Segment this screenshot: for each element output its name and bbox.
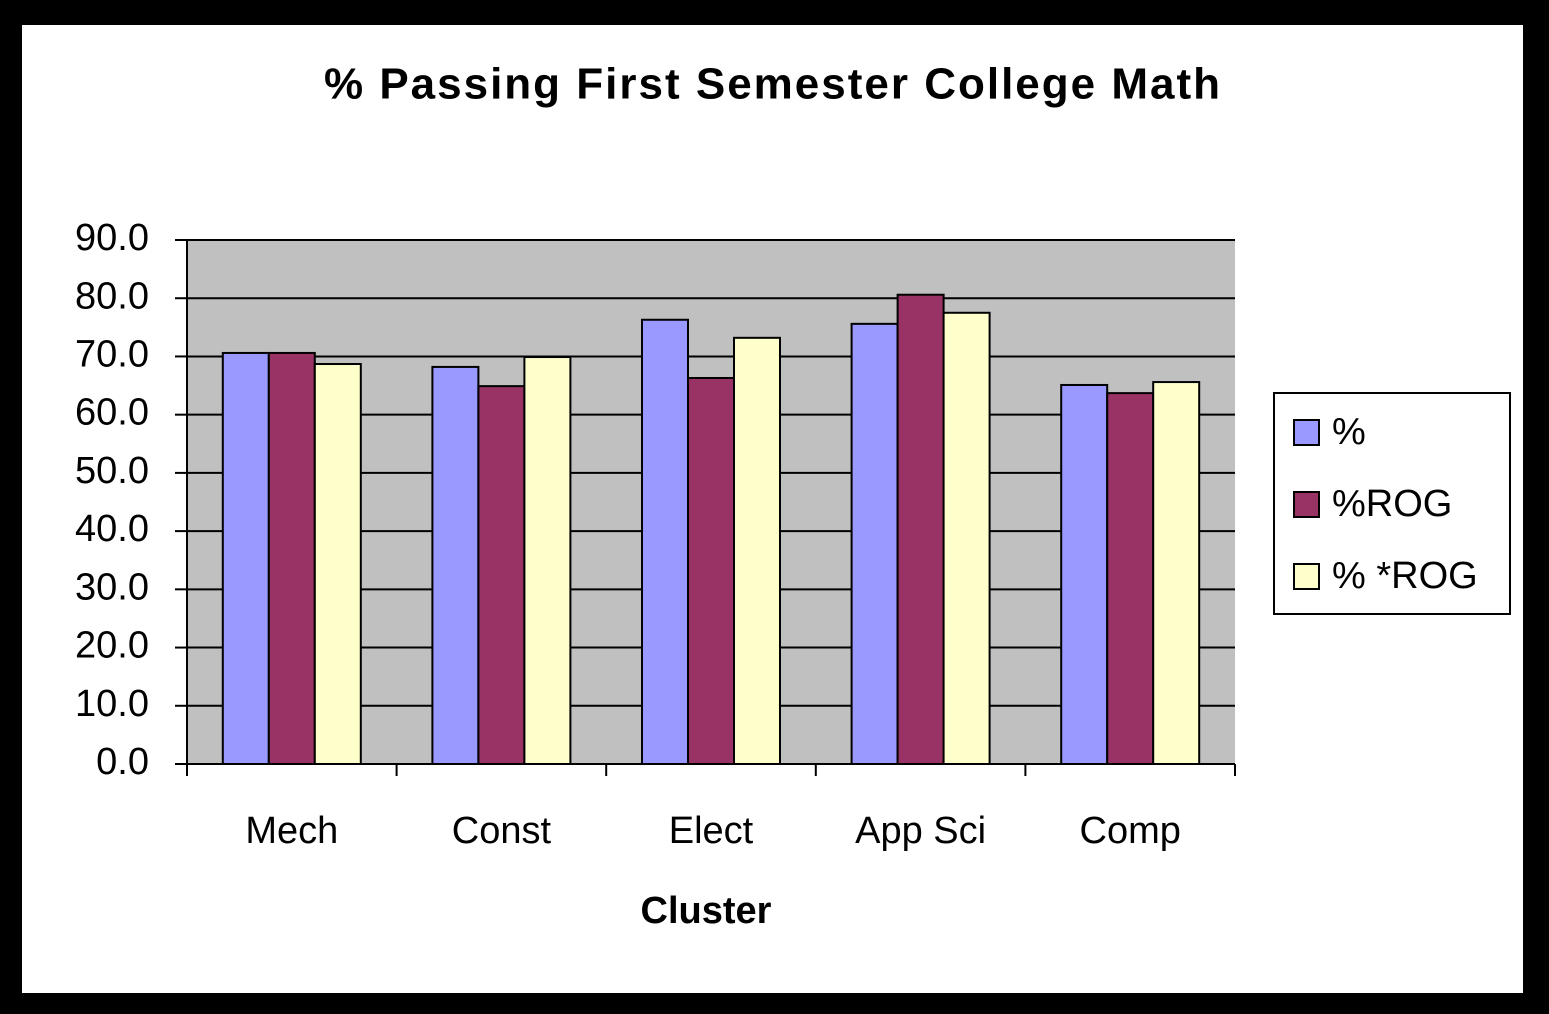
y-tick-label: 80.0	[75, 275, 149, 317]
bar	[850, 322, 899, 765]
chart-title: % Passing First Semester College Math	[324, 60, 1222, 109]
legend-label: % *ROG	[1332, 555, 1478, 597]
y-tick-label: 70.0	[75, 333, 149, 375]
y-tick-label: 20.0	[75, 625, 149, 667]
y-tick-label: 90.0	[75, 217, 149, 259]
bar	[687, 376, 735, 765]
y-tick-label: 60.0	[75, 392, 149, 434]
bar	[896, 293, 945, 765]
y-tick-label: 0.0	[96, 741, 149, 783]
bar	[313, 363, 362, 765]
y-tick-label: 30.0	[75, 566, 149, 608]
bar	[1152, 381, 1201, 765]
bar	[431, 365, 480, 765]
bar	[1106, 392, 1155, 765]
legend-swatch	[1293, 563, 1320, 590]
y-tick-label: 50.0	[75, 450, 149, 492]
y-tick-label: 10.0	[75, 683, 149, 725]
y-tick-label: 40.0	[75, 508, 149, 550]
bar	[221, 351, 270, 765]
bar	[523, 356, 572, 765]
legend-label: %	[1332, 411, 1366, 453]
bar	[477, 385, 526, 765]
x-tick-label: Comp	[1080, 810, 1181, 852]
x-tick-label: Mech	[245, 810, 338, 852]
bar	[1060, 383, 1109, 765]
legend-label: %ROG	[1332, 483, 1452, 525]
bar	[267, 351, 316, 765]
legend-swatch	[1293, 419, 1320, 446]
bar	[733, 336, 781, 765]
legend-swatch	[1293, 491, 1320, 518]
bar	[641, 318, 689, 765]
x-tick-label: Elect	[669, 810, 754, 852]
x-axis-title: Cluster	[641, 890, 772, 932]
x-tick-label: Const	[452, 810, 552, 852]
x-tick-label: App Sci	[855, 810, 986, 852]
bar	[942, 311, 991, 765]
